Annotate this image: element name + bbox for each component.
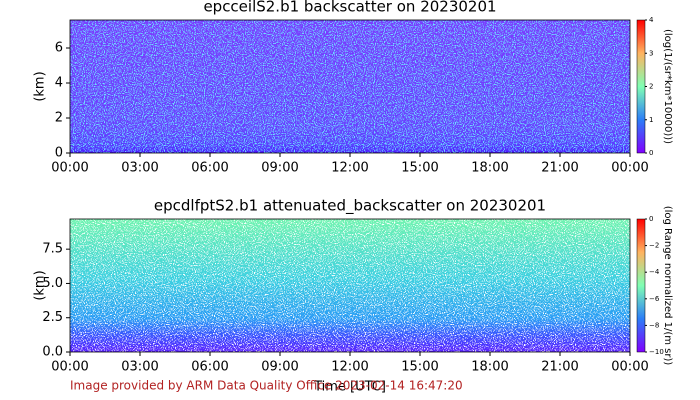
colorbar-label: (log Range normalized 1/(m sr)) (662, 206, 673, 366)
colorbar-tick-label: 2 (649, 83, 653, 91)
heatmap-texture (70, 219, 630, 352)
x-tick-label: 00:00 (611, 161, 648, 176)
x-tick-label: 12:00 (331, 360, 368, 375)
colorbar-tick-label: −4 (649, 268, 660, 276)
x-tick-label: 00:00 (611, 360, 648, 375)
colorbar-tick-label: 3 (649, 49, 653, 57)
colorbar-tick-label: −6 (649, 295, 660, 303)
chart-title: epcdlfptS2.b1 attenuated_backscatter on … (154, 197, 546, 216)
x-tick-label: 21:00 (541, 360, 578, 375)
x-tick-label: 18:00 (471, 161, 508, 176)
colorbar-tick-label: −8 (649, 321, 659, 329)
x-tick-label: 03:00 (121, 360, 158, 375)
y-axis-label: (km) (33, 270, 48, 300)
x-tick-label: 06:00 (191, 360, 228, 375)
x-axis-label: Time [UTC] (313, 380, 386, 395)
colorbar-label: (log(1/(sr*km*10000))) (662, 29, 673, 144)
x-tick-label: 06:00 (191, 161, 228, 176)
x-tick-label: 21:00 (541, 161, 578, 176)
x-tick-label: 09:00 (261, 360, 298, 375)
colorbar-tick-label: 0 (649, 149, 653, 157)
footer: Image provided by ARM Data Quality Offic… (70, 379, 463, 393)
y-tick-label: 5.0 (42, 276, 63, 291)
colorbar-tick-label: −10 (649, 348, 664, 356)
y-tick-label: 7.5 (42, 242, 63, 257)
colorbar-tick-label: 1 (649, 116, 653, 124)
colorbar-tick-label: −2 (649, 242, 659, 250)
heatmap-texture (70, 20, 630, 153)
y-tick-label: 0 (55, 146, 63, 161)
y-tick-label: 2.5 (42, 310, 63, 325)
x-tick-label: 09:00 (261, 161, 298, 176)
colorbar-tick-label: 4 (649, 16, 654, 24)
colorbar (636, 218, 646, 353)
y-tick-label: 4 (55, 76, 63, 91)
colorbar (636, 19, 646, 154)
x-tick-label: 00:00 (51, 161, 88, 176)
x-tick-label: 00:00 (51, 360, 88, 375)
x-tick-label: 15:00 (401, 161, 438, 176)
y-tick-label: 0.0 (42, 345, 63, 360)
x-tick-label: 15:00 (401, 360, 438, 375)
x-tick-label: 18:00 (471, 360, 508, 375)
y-tick-label: 2 (55, 111, 63, 126)
y-tick-label: 6 (55, 41, 63, 56)
colorbar-tick-label: 0 (649, 215, 653, 223)
x-tick-label: 03:00 (121, 161, 158, 176)
y-axis-label: (km) (33, 71, 48, 101)
x-tick-label: 12:00 (331, 161, 368, 176)
chart-title: epcceilS2.b1 backscatter on 20230201 (203, 0, 496, 16)
